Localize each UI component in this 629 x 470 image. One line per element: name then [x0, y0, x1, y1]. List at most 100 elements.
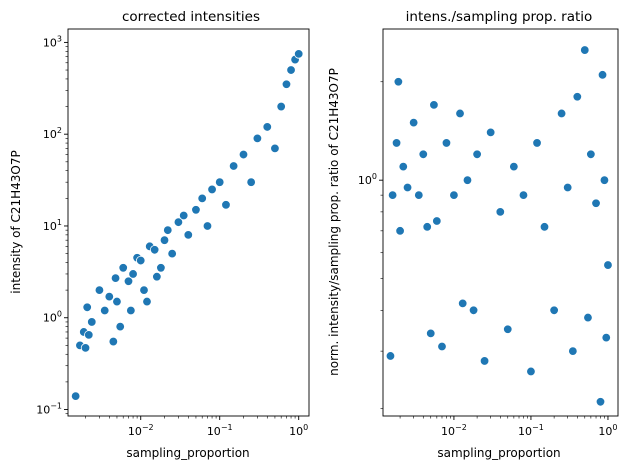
x-tick-label: 10−2 — [441, 423, 467, 438]
y-tick-label: 102 — [43, 126, 62, 141]
data-point — [104, 291, 115, 302]
data-point — [568, 346, 578, 356]
data-point — [246, 177, 256, 187]
plot-frame — [67, 28, 310, 417]
x-tick-label: 100 — [289, 423, 308, 438]
scatter-points — [385, 45, 613, 407]
data-point — [603, 260, 613, 270]
data-point — [485, 127, 496, 138]
data-point — [159, 235, 170, 245]
axes: 10−2 10−1 100 100 — [358, 81, 618, 438]
data-point — [281, 79, 292, 89]
data-point — [163, 225, 173, 235]
scatter-points — [70, 49, 304, 401]
x-axis-label: sampling_proportion — [437, 446, 560, 460]
y-axis-label: norm. intensity/sampling prop. ratio of … — [327, 68, 341, 376]
data-point — [599, 175, 610, 185]
chart-title: corrected intensities — [122, 9, 260, 25]
data-point — [149, 245, 160, 255]
data-point — [449, 190, 459, 200]
data-point — [139, 285, 149, 295]
data-point — [468, 305, 479, 315]
data-point — [385, 351, 396, 361]
data-point — [118, 263, 128, 273]
data-point — [472, 149, 482, 160]
data-point — [426, 328, 436, 339]
data-point — [221, 200, 231, 210]
data-point — [238, 149, 249, 160]
chart-ratio: intens./sampling prop. ratio 10−2 10−1 100… — [327, 9, 619, 460]
data-point — [270, 143, 280, 154]
data-point — [207, 184, 217, 195]
data-point — [82, 302, 92, 312]
data-point — [87, 317, 97, 327]
data-point — [173, 217, 184, 227]
data-point — [556, 108, 567, 119]
data-point — [503, 324, 513, 334]
data-point — [128, 269, 138, 279]
y-tick-label: 100 — [358, 172, 377, 187]
data-point — [562, 182, 573, 193]
data-point — [197, 193, 207, 204]
x-tick-label: 10−2 — [128, 423, 154, 438]
data-point — [422, 222, 432, 232]
data-point — [429, 100, 439, 110]
data-point — [387, 190, 398, 200]
data-point — [123, 276, 134, 286]
chart-corrected-intensities: corrected intensities 10−2 10−1 100 10−1 100… — [9, 9, 310, 460]
data-point — [252, 133, 263, 144]
data-point — [432, 216, 442, 226]
data-point — [202, 221, 213, 231]
data-point — [402, 182, 413, 193]
data-point — [495, 207, 505, 217]
data-point — [80, 343, 91, 353]
data-point — [479, 356, 490, 366]
data-point — [191, 205, 201, 215]
plot-frame — [382, 28, 619, 417]
data-point — [572, 92, 583, 102]
data-point — [126, 305, 136, 316]
data-point — [455, 108, 465, 119]
data-point — [532, 138, 542, 148]
data-point — [526, 366, 536, 377]
data-point — [595, 397, 606, 407]
y-tick-label: 10−1 — [36, 402, 62, 417]
chart-title: intens./sampling prop. ratio — [406, 9, 593, 25]
data-point — [393, 77, 404, 87]
data-point — [391, 138, 402, 148]
axes: 10−2 10−1 100 10−1 100 101 102 103 — [36, 34, 308, 438]
data-point — [441, 138, 452, 148]
data-point — [591, 198, 601, 208]
data-point — [601, 332, 611, 343]
data-point — [70, 391, 81, 401]
data-point — [583, 312, 593, 323]
data-point — [112, 296, 122, 307]
data-point — [108, 336, 119, 347]
data-point — [458, 298, 468, 309]
data-point — [395, 226, 405, 236]
data-point — [509, 161, 519, 172]
data-point — [286, 65, 296, 75]
data-point — [597, 70, 608, 80]
x-axis-label: sampling_proportion — [126, 446, 249, 460]
data-point — [136, 255, 146, 266]
data-point — [156, 263, 166, 273]
y-tick-label: 100 — [43, 310, 62, 325]
data-point — [586, 149, 596, 160]
data-point — [215, 177, 225, 187]
data-point — [152, 272, 162, 282]
data-point — [518, 190, 529, 200]
data-point — [110, 273, 121, 283]
data-point — [414, 190, 424, 200]
data-point — [167, 248, 177, 259]
data-point — [179, 210, 189, 221]
data-point — [94, 285, 105, 295]
data-point — [100, 305, 110, 316]
data-point — [183, 230, 193, 240]
data-point — [462, 175, 473, 185]
data-point — [276, 101, 286, 112]
data-point — [262, 122, 272, 132]
x-tick-label: 100 — [598, 423, 617, 438]
data-point — [228, 161, 239, 171]
